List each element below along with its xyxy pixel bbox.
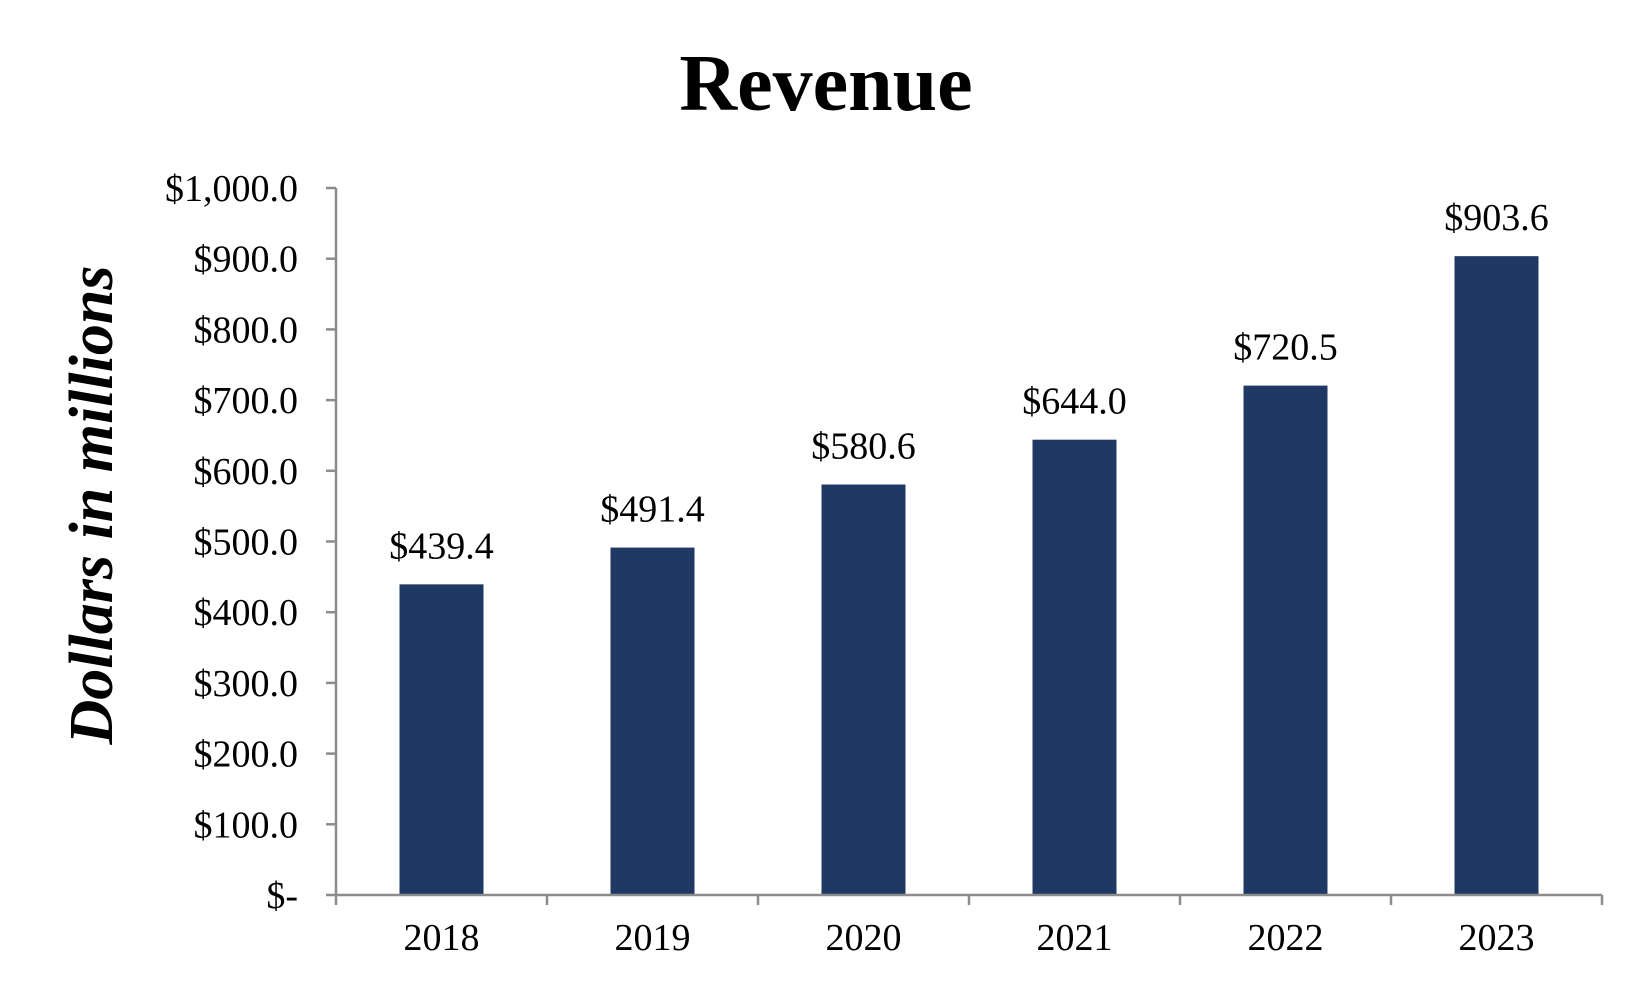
y-tick-label: $100.0 (194, 804, 299, 846)
bars-group (399, 256, 1539, 895)
data-label-2018: $439.4 (389, 525, 494, 567)
y-tick-label: $300.0 (194, 663, 299, 705)
bar-2022 (1243, 385, 1328, 895)
x-tick-label-2021: 2021 (1037, 917, 1113, 959)
chart-title: Revenue (679, 40, 972, 128)
y-tick-label: $- (266, 875, 298, 917)
data-label-2022: $720.5 (1233, 327, 1338, 369)
x-tick-label-2018: 2018 (404, 917, 480, 959)
data-labels-group: $439.4 $491.4 $580.6 $644.0 $720.5 $903.6 (389, 197, 1549, 567)
data-label-2023: $903.6 (1444, 197, 1549, 239)
bar-2020 (821, 484, 906, 895)
y-tick-label: $200.0 (194, 734, 299, 776)
y-tick-label: $800.0 (194, 309, 299, 351)
y-tick-label: $900.0 (194, 239, 299, 281)
bar-2018 (399, 584, 484, 895)
data-label-2019: $491.4 (600, 489, 705, 531)
x-axis-ticks: 2018 2019 2020 2021 2022 2023 (404, 917, 1535, 959)
x-tick-label-2019: 2019 (615, 917, 691, 959)
axes-group (326, 186, 1604, 905)
x-tick-label-2023: 2023 (1459, 917, 1535, 959)
y-tick-label: $500.0 (194, 522, 299, 564)
y-axis-label: Dollars in millions (58, 266, 126, 746)
y-tick-label: $600.0 (194, 451, 299, 493)
data-label-2021: $644.0 (1022, 381, 1127, 423)
y-axis-ticks: $- $100.0 $200.0 $300.0 $400.0 $500.0 $600.0 $7… (165, 168, 298, 917)
bar-2023 (1454, 256, 1539, 895)
bar-2021 (1032, 439, 1117, 895)
x-tick-label-2022: 2022 (1248, 917, 1324, 959)
y-tick-label: $700.0 (194, 380, 299, 422)
y-tick-label: $400.0 (194, 592, 299, 634)
bar-2019 (610, 547, 695, 895)
data-label-2020: $580.6 (811, 426, 916, 468)
x-tick-label-2020: 2020 (826, 917, 902, 959)
y-tick-label: $1,000.0 (165, 168, 298, 210)
